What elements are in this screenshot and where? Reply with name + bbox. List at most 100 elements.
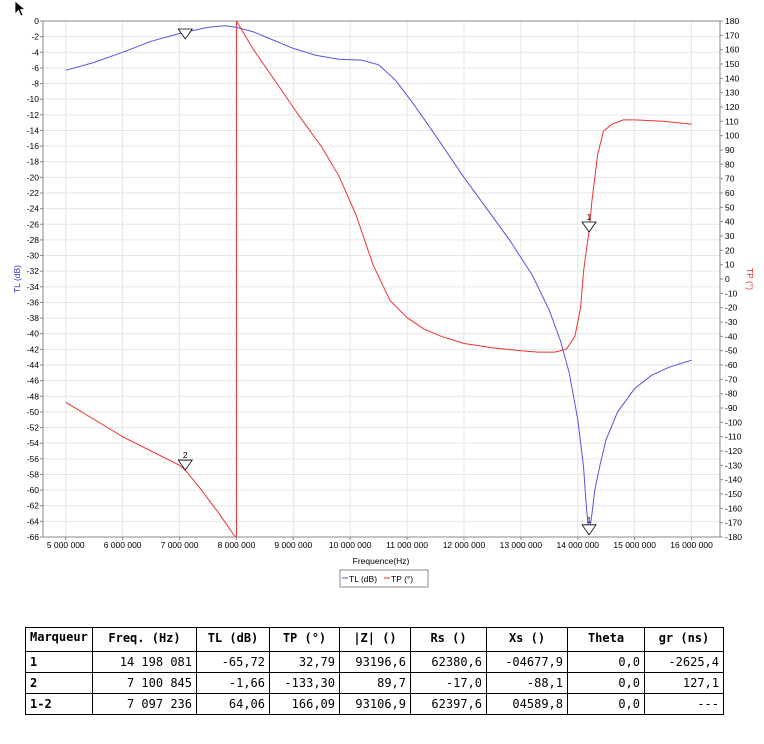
table-cell: 32,79 — [269, 651, 340, 673]
y-left-tick-label: -34 — [27, 282, 40, 292]
table-header-row: Marqueur Freq. (Hz) TL (dB) TP (°) |Z| (… — [25, 627, 724, 652]
right-y-ticks: 1801701601501401301201101009080706050403… — [720, 16, 742, 542]
col-header: Xs () — [486, 627, 568, 652]
y-left-tick-label: -42 — [27, 344, 40, 354]
y-left-tick-label: -4 — [31, 47, 39, 57]
triangle-down-marker-icon — [177, 28, 194, 40]
table-cell: 0,0 — [567, 651, 645, 673]
x-tick-label: 15 000 000 — [613, 540, 656, 550]
table-cell: -133,30 — [269, 672, 340, 694]
legend-entry-tl: TL (dB) — [349, 574, 377, 584]
marker-label: 1 — [587, 515, 592, 525]
y-right-tick-label: 170 — [725, 30, 739, 40]
table-cell: 1-2 — [25, 693, 93, 715]
y-left-tick-label: -10 — [27, 94, 40, 104]
y-right-tick-label: -80 — [725, 389, 738, 399]
table-row: 1 14 198 081 -65,72 32,79 93196,6 62380,… — [25, 651, 724, 673]
table-cell: 89,7 — [339, 672, 411, 694]
y-right-tick-label: 60 — [725, 188, 735, 198]
y-left-tick-label: -44 — [27, 360, 40, 370]
y-right-tick-label: -150 — [725, 489, 742, 499]
col-header: Theta — [567, 627, 645, 652]
y-left-tick-label: -32 — [27, 266, 40, 276]
y-left-tick-label: -54 — [27, 438, 40, 448]
y-right-tick-label: 50 — [725, 202, 735, 212]
y-left-tick-label: -40 — [27, 329, 40, 339]
y-right-tick-label: -30 — [725, 317, 738, 327]
x-tick-label: 13 000 000 — [500, 540, 543, 550]
y-right-tick-label: -50 — [725, 346, 738, 356]
y-left-tick-label: -30 — [27, 251, 40, 261]
y-right-tick-label: -120 — [725, 446, 742, 456]
y-left-tick-label: -60 — [27, 485, 40, 495]
y-left-tick-label: -14 — [27, 125, 40, 135]
table-cell: 04589,8 — [486, 693, 568, 715]
y-left-tick-label: -18 — [27, 157, 40, 167]
col-header: Rs () — [410, 627, 487, 652]
col-header: Freq. (Hz) — [92, 627, 197, 652]
y-right-tick-label: 0 — [725, 274, 730, 284]
triangle-down-marker-icon — [581, 221, 597, 233]
x-tick-label: 11 000 000 — [386, 540, 428, 550]
legend: TL (dB) TP (°) — [339, 569, 429, 588]
y-left-tick-label: -66 — [27, 532, 40, 542]
markers: 1 1 2 — [177, 28, 597, 536]
x-tick-label: 16 000 000 — [670, 540, 713, 550]
table-row: 1-2 7 097 236 64,06 166,09 93106,9 62397… — [25, 693, 724, 715]
y-right-tick-label: 120 — [725, 102, 739, 112]
table-cell: -04677,9 — [486, 651, 568, 673]
table-cell: 1 — [25, 651, 93, 673]
y-right-tick-label: -140 — [725, 475, 742, 485]
table-cell: 7 097 236 — [92, 693, 197, 715]
y-right-tick-label: -40 — [725, 331, 738, 341]
y-right-tick-label: -110 — [725, 432, 742, 442]
table-cell: 64,06 — [196, 693, 270, 715]
table-cell: -2625,4 — [644, 651, 724, 673]
y-left-tick-label: -22 — [27, 188, 40, 198]
y-left-tick-label: -62 — [27, 501, 40, 511]
col-header: gr (ns) — [644, 627, 724, 652]
col-header: Marqueur — [25, 627, 93, 652]
y-left-tick-label: -56 — [27, 454, 40, 464]
mouse-pointer-icon — [14, 0, 27, 17]
y-right-tick-label: -90 — [725, 403, 738, 413]
y-right-tick-label: -60 — [725, 360, 738, 370]
table-row: 2 7 100 845 -1,66 -133,30 89,7 -17,0 -88… — [25, 672, 724, 694]
y-right-tick-label: -180 — [725, 532, 742, 542]
x-tick-label: 14 000 000 — [556, 540, 599, 550]
y-right-tick-label: 40 — [725, 217, 735, 227]
x-tick-label: 12 000 000 — [443, 540, 486, 550]
y-right-tick-label: -20 — [725, 303, 738, 313]
table-cell: 14 198 081 — [92, 651, 197, 673]
y-right-tick-label: 140 — [725, 73, 739, 83]
table-cell: 93106,9 — [339, 693, 411, 715]
y-left-tick-label: -36 — [27, 297, 40, 307]
table-cell: -1,66 — [196, 672, 270, 694]
y-right-tick-label: -160 — [725, 503, 742, 513]
y-left-tick-label: -12 — [27, 110, 40, 120]
y-left-tick-label: -52 — [27, 423, 40, 433]
y-right-tick-label: 20 — [725, 245, 735, 255]
y-right-tick-label: -170 — [725, 518, 742, 528]
markers-table: Marqueur Freq. (Hz) TL (dB) TP (°) |Z| (… — [25, 627, 724, 715]
x-ticks: 5 000 000 6 000 000 7 000 000 8 000 000 9 00… — [47, 537, 713, 550]
x-tick-label: 7 000 000 — [161, 540, 199, 550]
y-left-tick-label: -58 — [27, 469, 40, 479]
table-cell: 7 100 845 — [92, 672, 197, 694]
plot-frame — [42, 20, 721, 538]
x-tick-label: 9 000 000 — [274, 540, 312, 550]
legend-entry-tp: TP (°) — [391, 574, 413, 584]
y-right-axis-label: TP (°) — [745, 268, 755, 290]
series-line-tl — [65, 25, 692, 535]
col-header: |Z| () — [339, 627, 411, 652]
y-left-axis-label: TL (dB) — [12, 265, 22, 293]
table-cell: --- — [644, 693, 724, 715]
table-cell: 2 — [25, 672, 93, 694]
y-left-tick-label: -6 — [31, 63, 39, 73]
y-right-tick-label: -10 — [725, 288, 738, 298]
y-right-tick-label: 160 — [725, 45, 739, 55]
table-cell: -17,0 — [410, 672, 487, 694]
table-cell: 0,0 — [567, 672, 645, 694]
y-right-tick-label: 90 — [725, 145, 735, 155]
x-axis-label: Frequence(Hz) — [353, 556, 410, 566]
